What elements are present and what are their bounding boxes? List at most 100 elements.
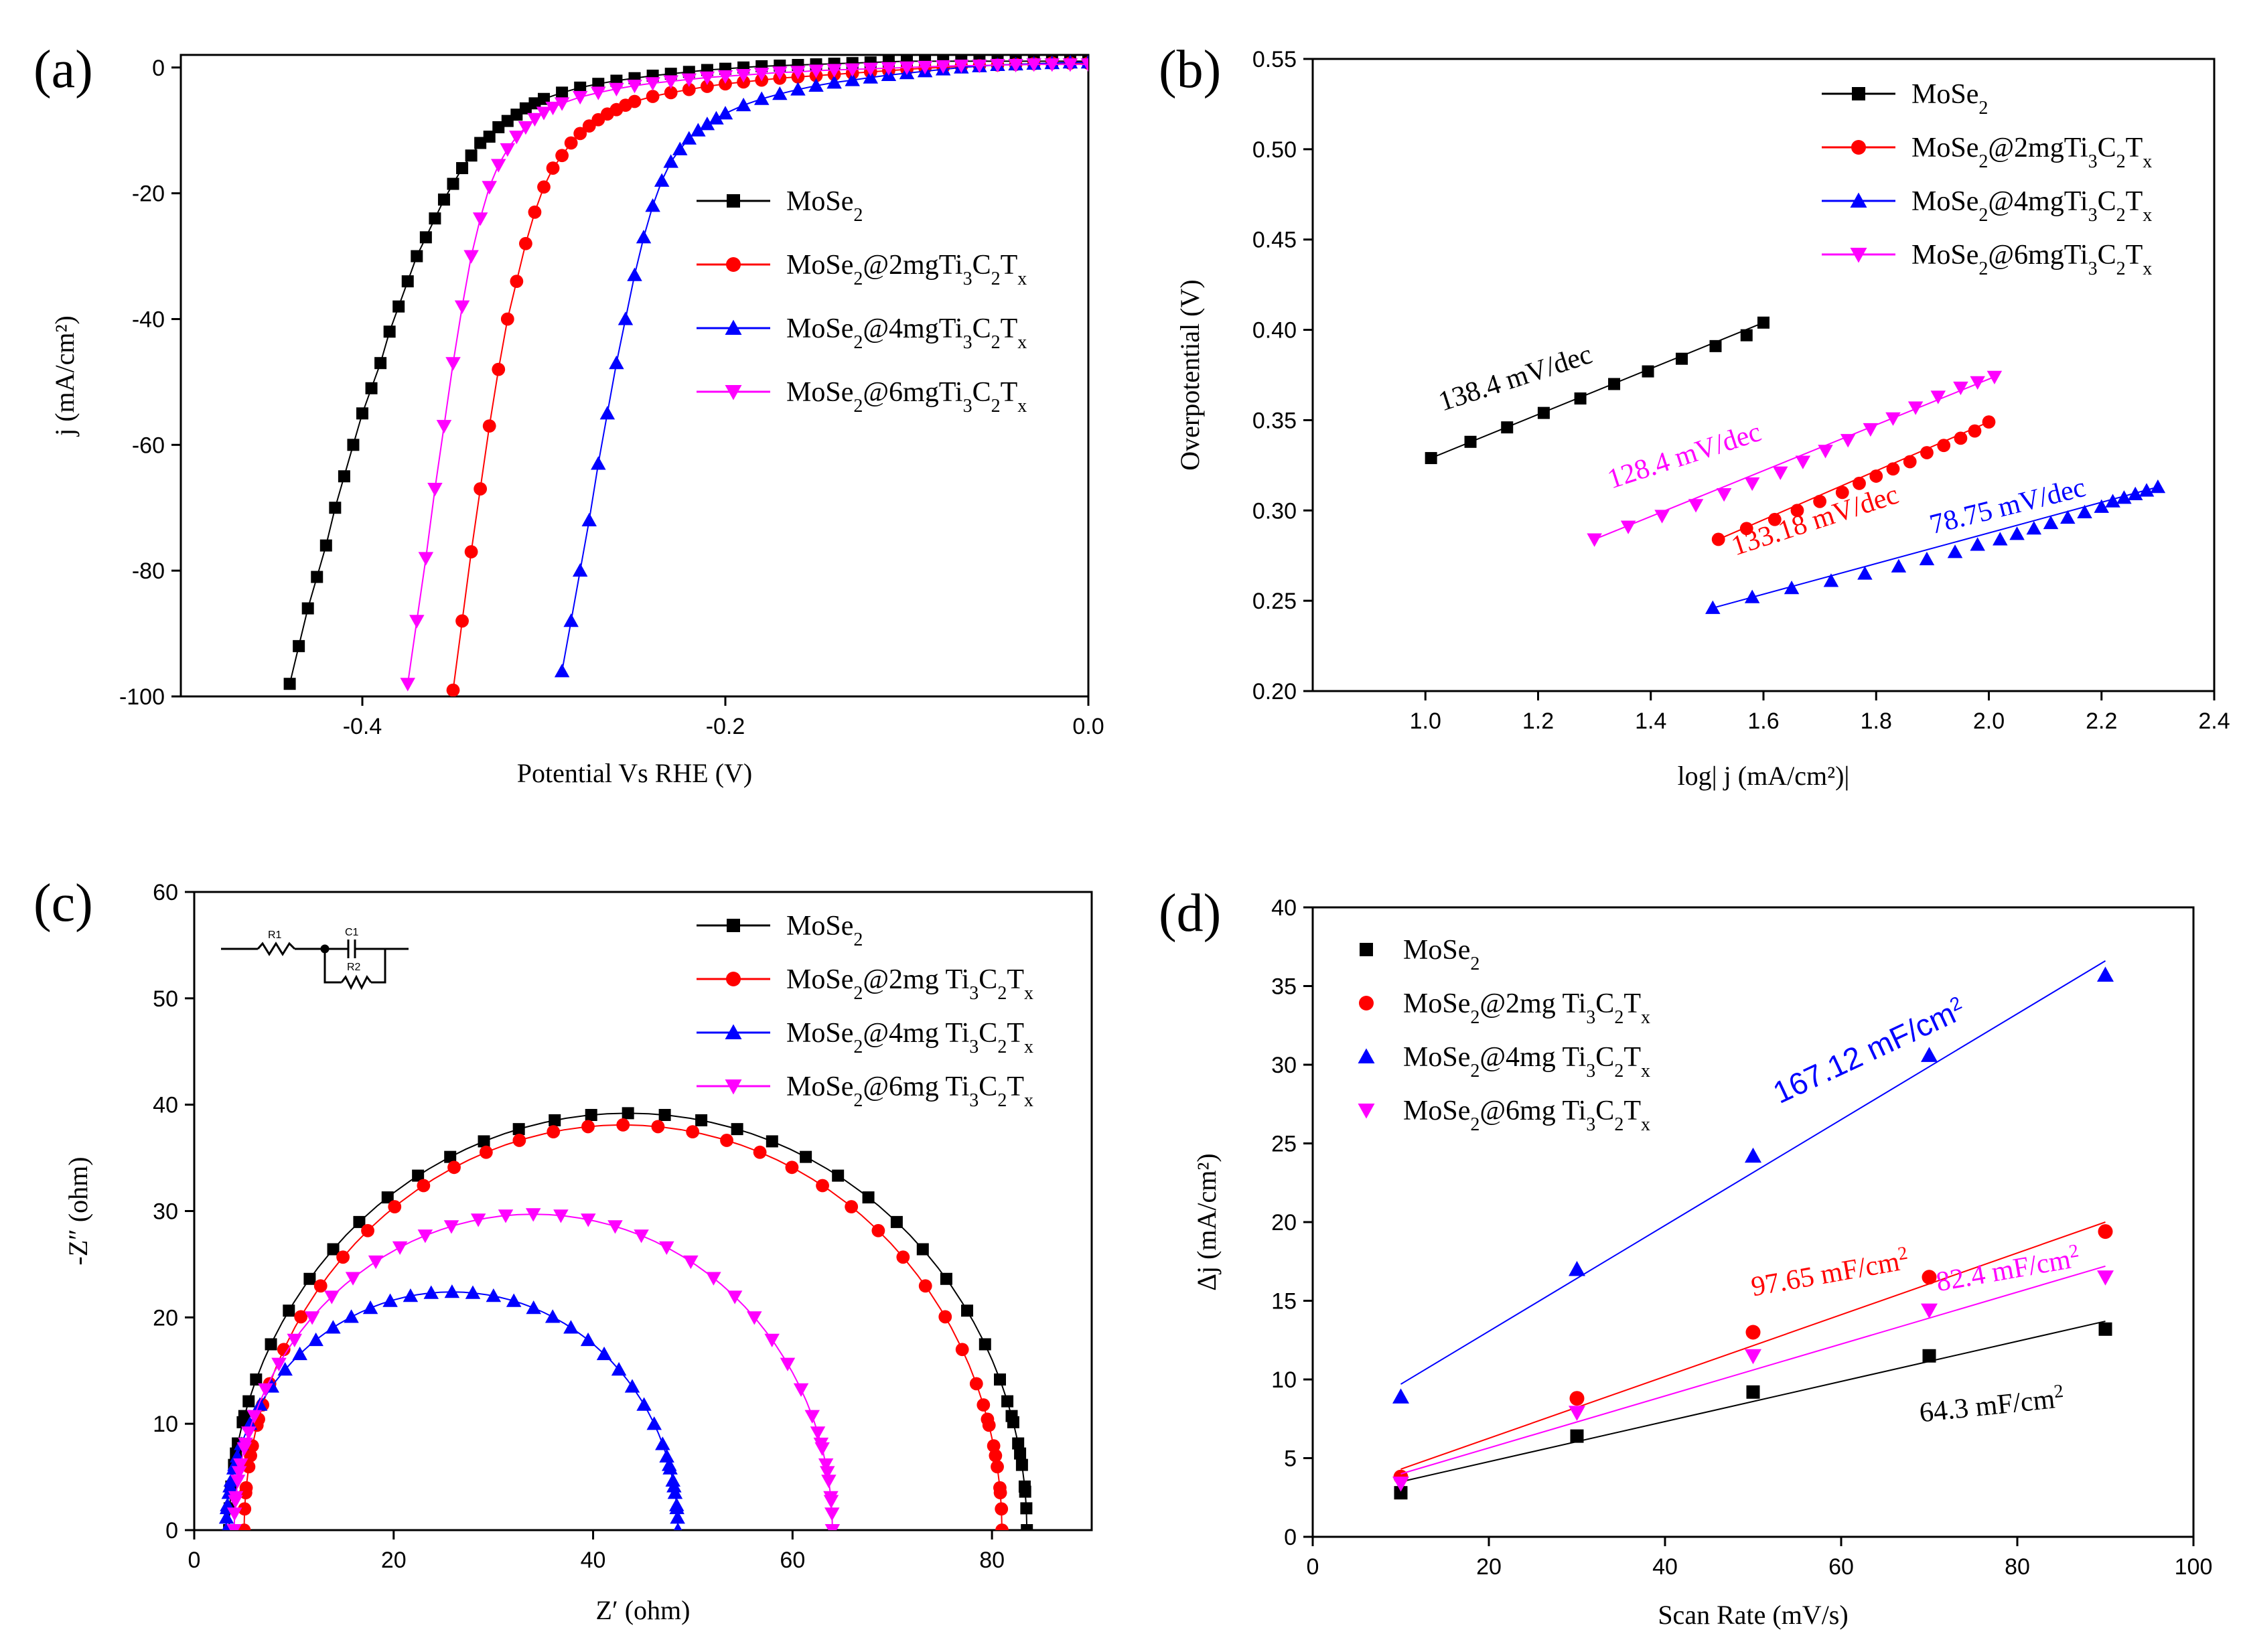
data-point [917,60,933,75]
legend-label: MoSe2@2mg Ti3C2Tx [1403,988,1650,1028]
data-point [277,1343,291,1357]
y-tick-label: 0.45 [1252,228,1297,253]
data-point [510,275,524,289]
data-point [301,602,314,615]
data-point [1569,1406,1585,1421]
y-tick-label: 0 [165,1518,178,1544]
data-point [283,678,296,690]
data-point [977,1398,991,1412]
y-tick-label: 0 [152,56,165,81]
series-1 [237,1118,1009,1530]
data-point [303,1272,316,1285]
data-point [374,357,387,370]
data-point [1784,581,1800,595]
data-point [618,311,634,325]
data-point [411,250,423,262]
data-point [388,1200,402,1213]
slope-annotation: 138.4 mV/dec [1435,339,1596,417]
data-point [821,1475,837,1489]
data-point [1813,494,1827,508]
data-point [672,141,688,155]
legend-item: MoSe2 [697,186,863,226]
circuit-wire [371,949,386,984]
data-point [1012,1437,1025,1450]
data-point [463,250,479,264]
x-tick-label: 0 [188,1548,201,1573]
data-point [863,70,879,84]
data-point [1394,1486,1408,1500]
data-point [417,1179,431,1193]
data-point [2026,521,2042,535]
data-point [1569,1261,1585,1276]
data-point [845,72,860,86]
x-tick-label: 80 [979,1548,1005,1573]
data-point [1026,58,1041,72]
data-point [252,1397,268,1411]
legend-label: MoSe2@6mg Ti3C2Tx [786,1071,1033,1111]
y-axis-title: Δj (mA/cm²) [1191,1153,1222,1290]
data-point [572,90,588,105]
series-line [233,1213,833,1530]
data-point [1930,390,1946,404]
data-point [383,325,396,338]
data-point [1922,1349,1936,1363]
x-tick-label: 60 [780,1548,805,1573]
circuit-wire [323,949,342,984]
data-point [1970,376,1985,390]
legend-item: MoSe2 [1360,935,1479,974]
legend-marker [1360,943,1373,956]
data-point [242,1460,256,1474]
data-point [329,502,342,514]
data-point [528,97,541,110]
data-point [292,1346,307,1361]
series-1 [1711,415,1996,546]
legend: MoSe2 MoSe2@2mgTi3C2Tx MoSe2@4mgTi3C2Tx MoS… [1822,79,2152,279]
data-point [547,1125,561,1139]
series-2 [1392,960,2114,1404]
data-point [478,1135,490,1148]
data-point [651,1120,665,1134]
data-point [826,75,842,89]
legend-label: MoSe2@6mgTi3C2Tx [786,377,1027,417]
data-point [287,1333,303,1347]
data-point [574,81,587,94]
data-point [437,194,450,206]
data-point [1740,329,1753,342]
data-point [766,1135,778,1148]
legend-marker [1358,1104,1375,1119]
data-point [1869,469,1883,483]
data-point [1008,59,1023,73]
data-point [823,1491,839,1505]
y-tick-label: -80 [132,558,165,584]
data-point [972,59,987,74]
data-point [1790,504,1804,518]
data-point [655,1436,670,1450]
y-tick-label: 20 [1271,1210,1297,1235]
data-point [1501,421,1514,434]
plot-frame [179,54,1090,698]
data-point [498,1209,514,1223]
data-point [701,80,714,93]
data-point [362,1300,378,1315]
legend-label: MoSe2@2mg Ti3C2Tx [786,964,1033,1004]
data-point [1744,589,1760,603]
data-point [326,1320,341,1334]
series-line [243,1124,1003,1530]
data-point [938,1310,952,1324]
data-point [1392,1477,1409,1492]
data-point [1608,378,1621,390]
fit-line [1400,1221,2106,1470]
data-point [645,198,660,212]
data-point [591,456,606,470]
data-point [1018,1480,1031,1493]
y-tick-label: 0.30 [1252,498,1297,524]
data-point [400,678,415,692]
y-tick-label: 40 [1271,895,1297,921]
data-point [681,131,697,145]
data-point [658,1109,671,1122]
data-point [324,1290,340,1304]
series-line [561,62,1088,672]
data-point [555,149,569,163]
data-point [392,300,405,313]
